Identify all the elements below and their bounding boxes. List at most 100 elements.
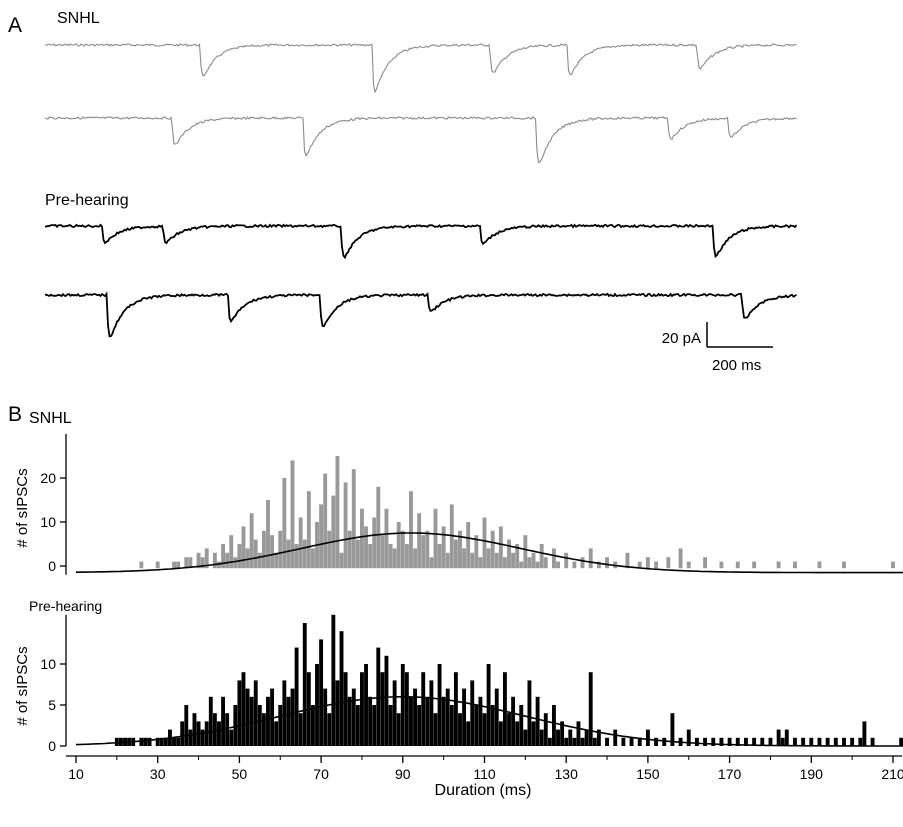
prehearing-bar [360, 672, 364, 746]
prehearing-bar [543, 713, 548, 746]
prehearing-bar [368, 696, 373, 746]
prehearing-bar [388, 705, 393, 746]
snhl-bar [654, 561, 659, 569]
snhl-y-tick-label: 20 [40, 470, 56, 486]
prehearing-bar [217, 721, 221, 746]
snhl-bar [294, 544, 299, 569]
prehearing-bar [249, 696, 254, 746]
snhl-bar [645, 557, 650, 569]
snhl-bar [470, 552, 475, 569]
snhl-bar [212, 552, 217, 569]
snhl-bar [417, 513, 422, 569]
snhl-bar [502, 557, 507, 569]
snhl-bar [494, 552, 499, 569]
snhl-bar [445, 552, 450, 569]
prehearing-bar [744, 737, 748, 746]
prehearing-bar [266, 696, 270, 746]
prehearing-bar [694, 737, 699, 746]
prehearing-bar [531, 721, 536, 746]
snhl-bar [605, 557, 609, 569]
prehearing-bar [870, 737, 875, 746]
snhl-bar [298, 517, 303, 569]
prehearing-bar [515, 721, 520, 746]
snhl-bar [580, 557, 585, 569]
prehearing-bar [449, 705, 454, 746]
prehearing-bar [233, 705, 238, 746]
scale-bar: 20 pA 200 ms [662, 322, 773, 374]
snhl-bar [229, 535, 234, 569]
snhl-bar [421, 535, 426, 569]
snhl-bar [719, 561, 724, 569]
prehearing-bar [331, 614, 336, 746]
prehearing-y-tick-label: 5 [48, 697, 56, 713]
snhl-bar [368, 544, 373, 569]
prehearing-bar [445, 688, 450, 746]
prehearing-bar [568, 729, 573, 746]
snhl-bar [380, 535, 385, 569]
prehearing-bar [547, 737, 552, 746]
snhl-bar [458, 530, 462, 569]
prehearing-bar [257, 705, 262, 746]
snhl-bar [735, 561, 740, 569]
prehearing-bar [221, 696, 225, 746]
prehearing-bar [862, 721, 867, 746]
snhl-bar [637, 561, 642, 569]
snhl-bar [331, 495, 336, 569]
prehearing-bar [490, 705, 495, 746]
prehearing-bar [584, 729, 589, 746]
prehearing-bar [413, 688, 417, 746]
snhl-bar [339, 552, 344, 569]
trace-label-snhl: SNHL [57, 10, 100, 27]
prehearing-bar [825, 737, 830, 746]
snhl-bar [278, 530, 283, 569]
snhl-bar [686, 561, 691, 569]
prehearing-bar [592, 737, 597, 746]
prehearing-bar [315, 664, 319, 746]
snhl-bar [441, 526, 446, 569]
prehearing-bar [482, 713, 487, 746]
prehearing-bar [768, 737, 773, 746]
scale-amp-label: 20 pA [662, 330, 701, 347]
prehearing-bar [494, 688, 499, 746]
prehearing-bar [192, 713, 197, 746]
snhl-bar [388, 544, 393, 569]
trace-label-prehearing: Pre-hearing [45, 192, 129, 209]
prehearing-bar [184, 705, 189, 746]
snhl-bar [437, 544, 442, 569]
prehearing-bar [261, 713, 266, 746]
prehearing-bar [776, 729, 781, 746]
snhl-bar [188, 557, 193, 569]
scale-time-label: 200 ms [712, 357, 761, 374]
snhl-bar [372, 517, 377, 569]
prehearing-bar [842, 737, 846, 746]
x-tick-label: 90 [395, 766, 411, 782]
prehearing-bar [319, 639, 324, 746]
y-axis-label-prehearing: # of sIPSCs [14, 646, 31, 725]
snhl-bar [196, 552, 201, 569]
snhl-bar [200, 557, 205, 569]
prehearing-bar [621, 737, 626, 746]
snhl-bar [139, 561, 144, 569]
prehearing-bar [850, 737, 855, 746]
x-axis-label: Duration (ms) [435, 782, 532, 799]
snhl-bar [257, 552, 262, 569]
prehearing-bar [253, 680, 258, 746]
snhl-bar [282, 478, 287, 569]
snhl-bar [842, 561, 846, 569]
snhl-bar [221, 544, 225, 569]
snhl-bar [184, 557, 189, 569]
snhl-bar [217, 561, 221, 569]
snhl-bar [527, 557, 532, 569]
snhl-bar [310, 548, 315, 569]
prehearing-bar [343, 672, 348, 746]
prehearing-bar [302, 623, 307, 746]
prehearing-bar [229, 729, 234, 746]
prehearing-bar [180, 721, 185, 746]
prehearing-bar [147, 737, 152, 746]
current-trace-1 [44, 43, 797, 94]
snhl-bar [539, 544, 544, 569]
x-tick-label: 10 [68, 766, 84, 782]
snhl-bar [172, 561, 176, 569]
prehearing-bar [335, 680, 340, 746]
snhl-bar [543, 557, 548, 569]
